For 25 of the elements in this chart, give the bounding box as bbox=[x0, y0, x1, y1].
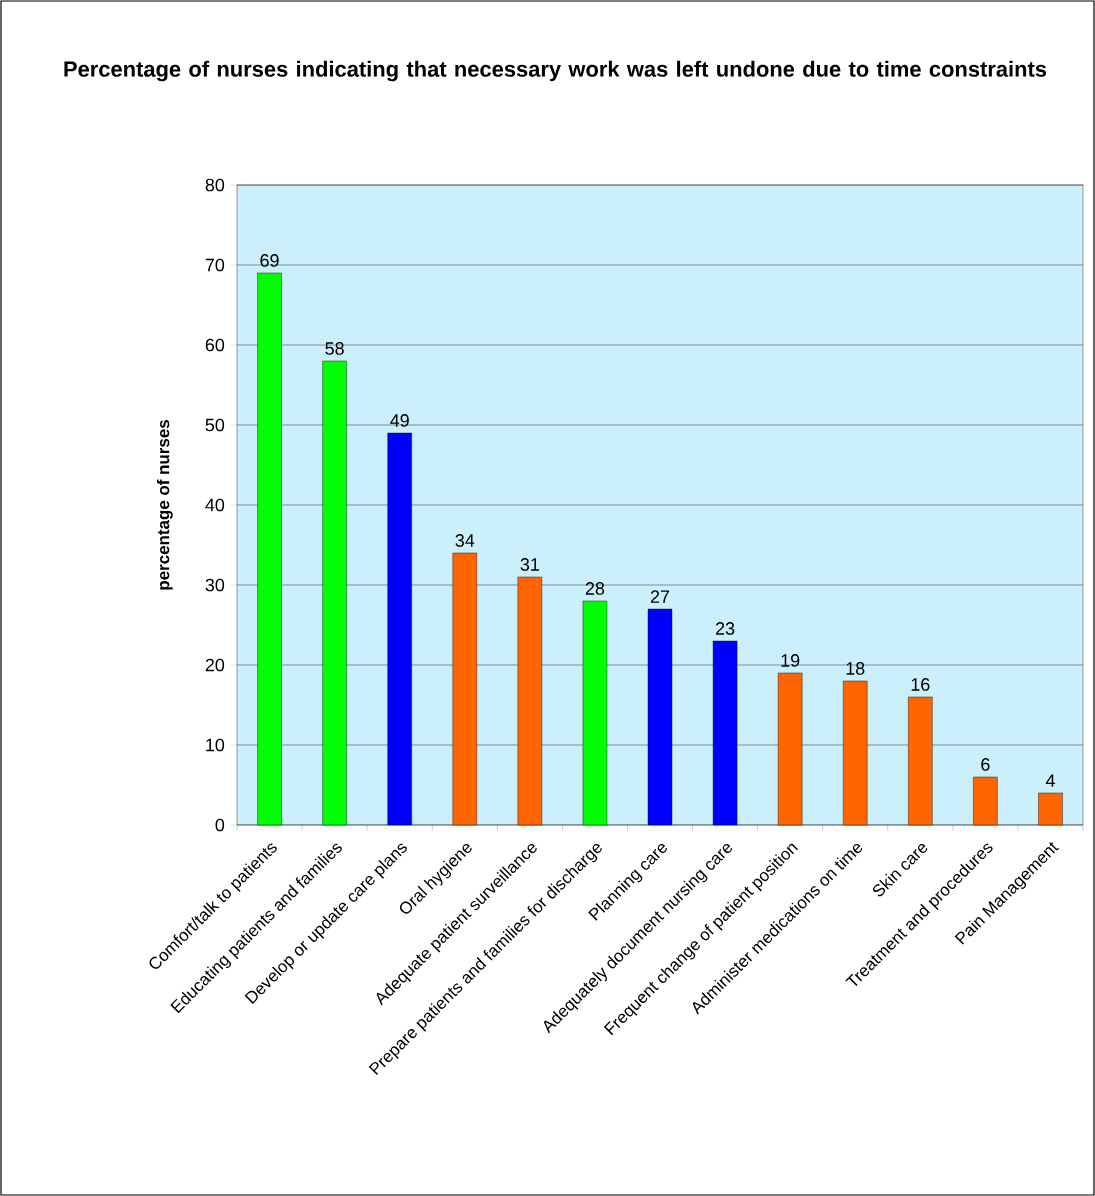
y-axis-title: percentage of nurses bbox=[156, 420, 173, 590]
data-label: 18 bbox=[846, 662, 865, 675]
data-label: 27 bbox=[650, 590, 670, 603]
x-tick-label: Skin care bbox=[872, 844, 928, 897]
y-tick-label: 40 bbox=[205, 498, 225, 512]
data-label: 69 bbox=[260, 254, 279, 267]
data-label: 49 bbox=[390, 414, 409, 427]
data-label: 34 bbox=[455, 534, 475, 547]
data-label: 31 bbox=[520, 558, 539, 571]
data-label: 23 bbox=[716, 622, 735, 635]
y-tick-label: 0 bbox=[215, 818, 225, 832]
data-label: 58 bbox=[325, 342, 344, 355]
y-tick-label: 80 bbox=[205, 178, 225, 192]
data-label: 19 bbox=[781, 654, 800, 667]
y-tick-label: 50 bbox=[205, 418, 225, 432]
y-tick-label: 60 bbox=[205, 338, 225, 352]
data-label: 16 bbox=[911, 678, 930, 691]
y-tick-label: 10 bbox=[206, 738, 225, 752]
y-tick-label: 70 bbox=[205, 258, 225, 272]
data-label: 28 bbox=[585, 582, 605, 595]
data-label: 4 bbox=[1045, 774, 1055, 787]
data-label: 6 bbox=[981, 758, 990, 771]
y-tick-label: 20 bbox=[205, 658, 225, 672]
y-tick-label: 30 bbox=[205, 578, 225, 592]
chart-title: Percentage of nurses indicating that necessary work was left undone due to time constraints bbox=[64, 60, 1047, 82]
